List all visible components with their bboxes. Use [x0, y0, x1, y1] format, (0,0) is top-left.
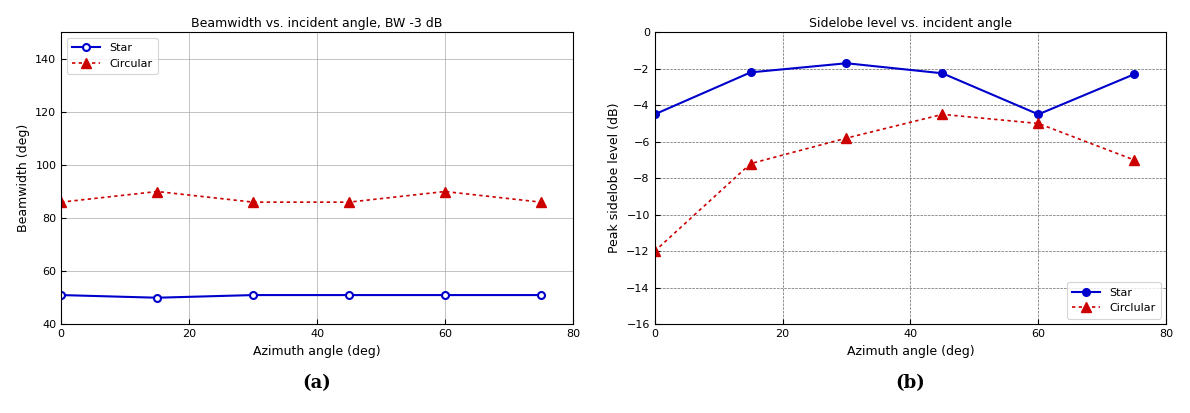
Y-axis label: Beamwidth (deg): Beamwidth (deg)	[17, 124, 30, 233]
Legend: Star, Circular: Star, Circular	[67, 38, 157, 74]
Star	[744, 70, 758, 75]
Circular	[150, 189, 164, 194]
Circular	[246, 199, 261, 204]
Circlular	[647, 249, 662, 254]
Star	[54, 292, 68, 297]
Legend: Star, Circlular: Star, Circlular	[1066, 282, 1160, 319]
Circular	[54, 199, 68, 204]
Y-axis label: Peak sidelobe level (dB): Peak sidelobe level (dB)	[608, 103, 621, 254]
Title: Beamwidth vs. incident angle, BW -3 dB: Beamwidth vs. incident angle, BW -3 dB	[192, 17, 443, 30]
Line: Circular: Circular	[56, 187, 546, 207]
Star	[839, 61, 853, 66]
Circlular	[1127, 157, 1141, 162]
Circular	[534, 199, 549, 204]
X-axis label: Azimuth angle (deg): Azimuth angle (deg)	[846, 345, 975, 358]
Circlular	[744, 161, 758, 166]
Line: Star: Star	[58, 292, 544, 301]
Circlular	[935, 112, 950, 117]
Star	[342, 292, 356, 297]
Circlular	[839, 135, 853, 140]
Star	[1032, 112, 1046, 117]
Text: (b): (b)	[896, 374, 926, 392]
Line: Star: Star	[651, 60, 1138, 118]
Star	[935, 71, 950, 76]
X-axis label: Azimuth angle (deg): Azimuth angle (deg)	[253, 345, 381, 358]
Circular	[342, 199, 356, 204]
Star	[246, 292, 261, 297]
Text: (a): (a)	[302, 374, 331, 392]
Star	[1127, 72, 1141, 77]
Star	[534, 292, 549, 297]
Line: Circlular: Circlular	[650, 109, 1139, 256]
Star	[647, 112, 662, 117]
Circlular	[1032, 121, 1046, 126]
Star	[150, 295, 164, 300]
Circular	[438, 189, 452, 194]
Star	[438, 292, 452, 297]
Title: Sidelobe level vs. incident angle: Sidelobe level vs. incident angle	[809, 17, 1012, 30]
